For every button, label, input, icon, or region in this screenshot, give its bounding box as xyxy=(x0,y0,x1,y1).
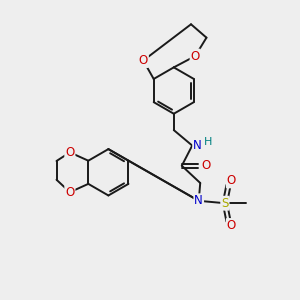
Text: S: S xyxy=(221,197,229,210)
Text: O: O xyxy=(139,54,148,67)
Text: O: O xyxy=(65,146,74,159)
Text: H: H xyxy=(203,137,212,147)
Text: O: O xyxy=(190,50,200,63)
Text: O: O xyxy=(227,219,236,232)
Text: N: N xyxy=(194,194,203,207)
Text: N: N xyxy=(193,139,202,152)
Text: O: O xyxy=(201,159,210,172)
Text: O: O xyxy=(227,174,236,188)
Text: O: O xyxy=(65,186,74,199)
